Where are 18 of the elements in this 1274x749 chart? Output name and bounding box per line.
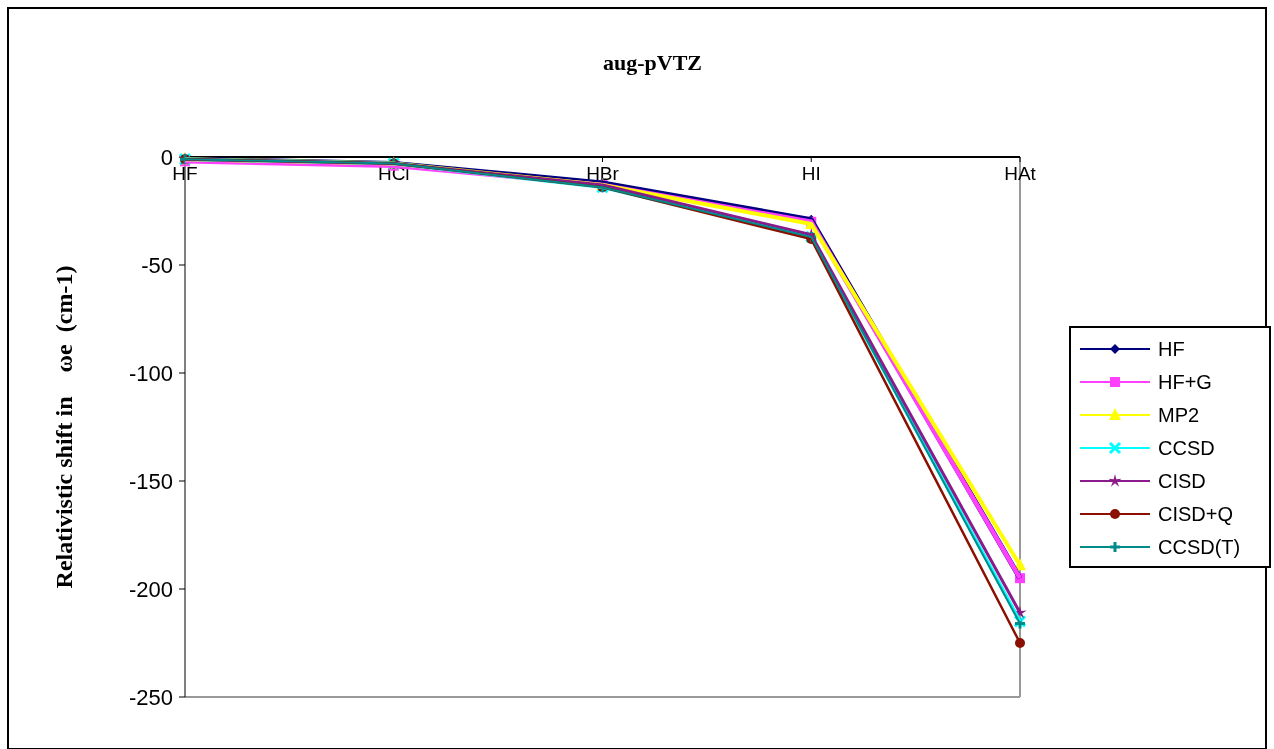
x-tick-label: HF [172,162,198,184]
chart-title: aug-pVTZ [602,50,703,75]
y-tick-label: 0 [160,144,173,170]
y-tick-label: -150 [128,468,173,494]
x-tick-label: HI [801,162,821,184]
legend-label: HF [1158,338,1185,360]
legend-label: HF+G [1158,371,1212,393]
legend-label: CISD+Q [1158,503,1234,525]
legend-label: MP2 [1158,404,1200,426]
x-tick-label: HAt [1004,162,1037,184]
y-tick-label: -50 [141,252,173,278]
legend-label: CCSD(T) [1158,536,1241,558]
y-axis-title: Relativistic shift in ωe (cm-1) [51,265,77,589]
y-tick-label: -100 [128,360,173,386]
legend-label: CCSD [1158,437,1215,459]
y-tick-label: -250 [128,684,173,710]
y-tick-label: -200 [128,576,173,602]
legend-label: CISD [1158,470,1206,492]
